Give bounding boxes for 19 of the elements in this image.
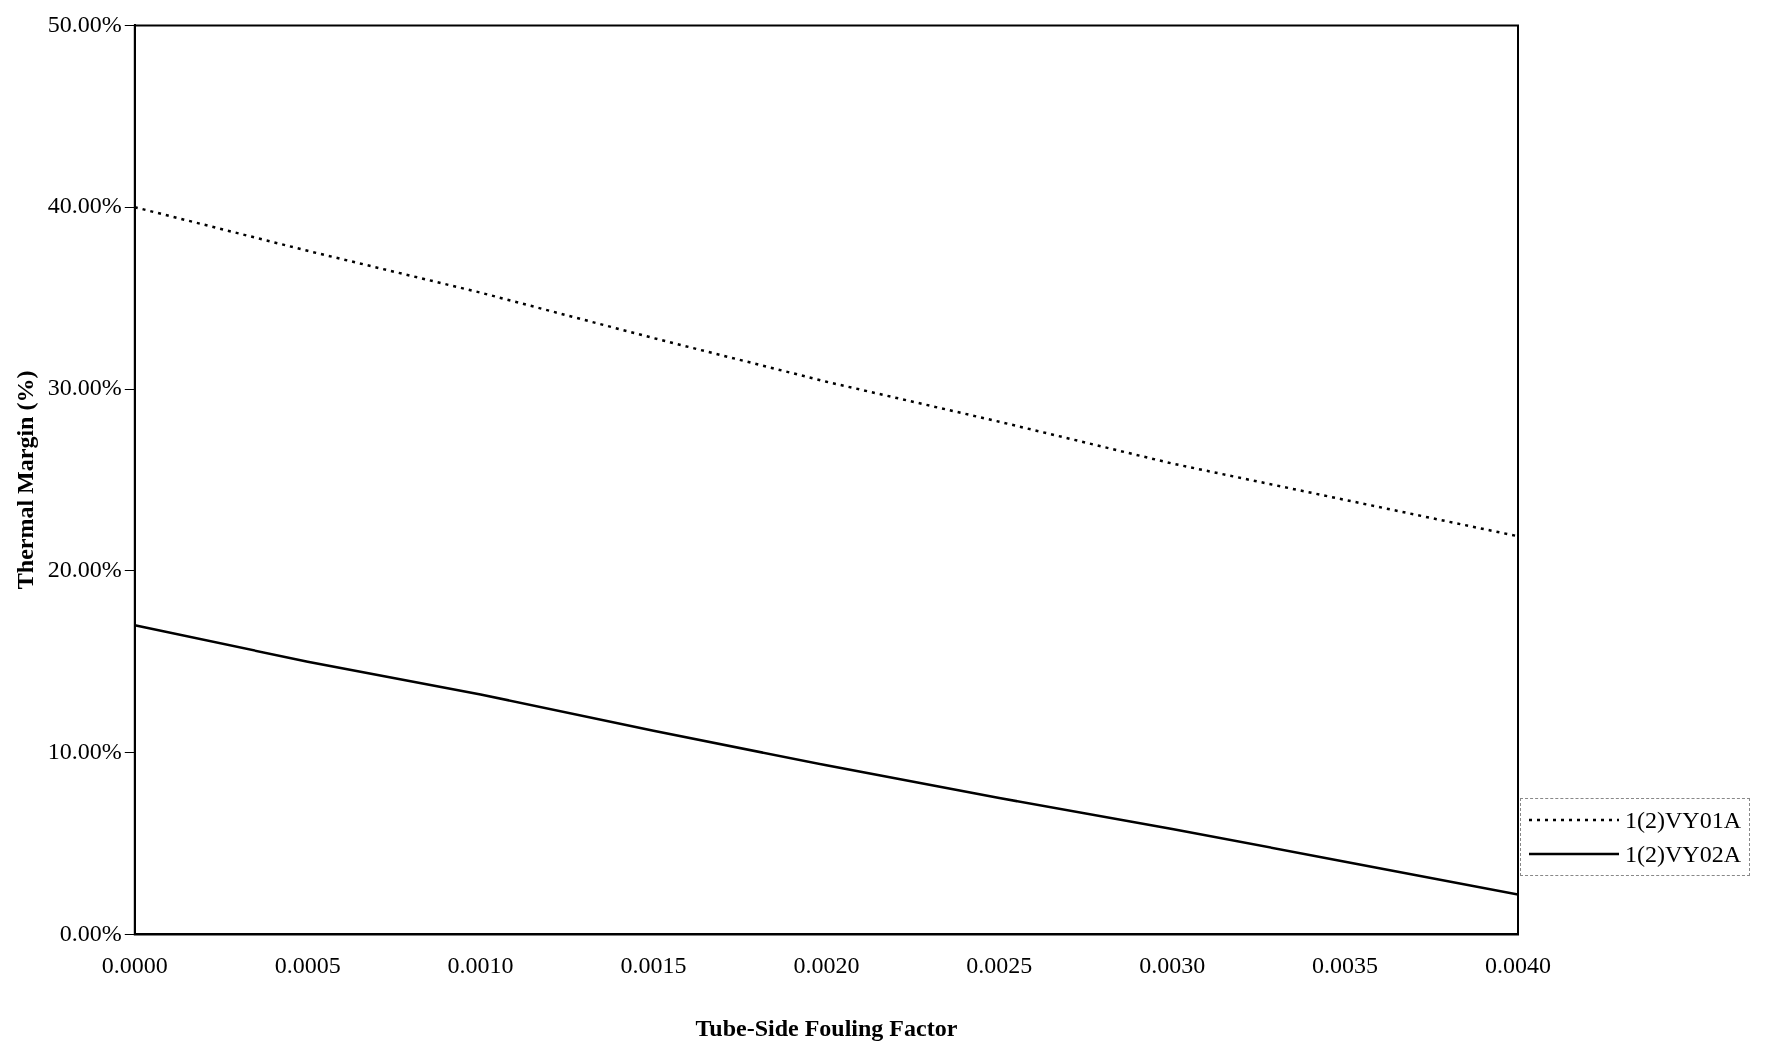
x-tick-label: 0.0040 [1485, 952, 1551, 979]
x-tick-label: 0.0010 [447, 952, 514, 979]
x-tick-label: 0.0000 [101, 952, 168, 979]
x-axis-title: Tube-Side Fouling Factor [695, 1014, 958, 1041]
y-tick-label: 50.00% [47, 10, 122, 37]
x-tick-label: 0.0005 [274, 952, 341, 979]
x-tick-label: 0.0025 [966, 952, 1033, 979]
x-tick-label: 0.0015 [620, 952, 687, 979]
y-tick-label: 0.00% [59, 919, 122, 946]
y-tick-label: 30.00% [47, 374, 122, 401]
legend-label: 1(2)VY02A [1625, 840, 1741, 869]
y-tick-label: 10.00% [47, 737, 122, 764]
x-tick-label: 0.0020 [793, 952, 860, 979]
legend-label: 1(2)VY01A [1625, 806, 1741, 835]
y-tick-label: 40.00% [47, 192, 122, 219]
y-tick-label: 20.00% [47, 556, 122, 583]
x-tick-label: 0.0030 [1139, 952, 1206, 979]
y-axis-title: Thermal Margin (%) [11, 370, 38, 590]
x-tick-label: 0.0035 [1312, 952, 1379, 979]
